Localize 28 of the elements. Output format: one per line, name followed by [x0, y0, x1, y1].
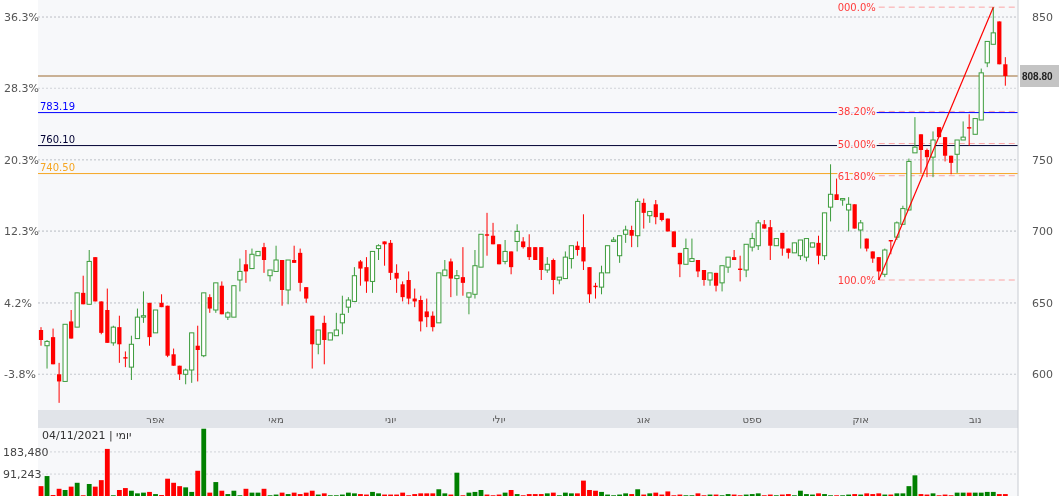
header: יומי | 04/11/2021 [42, 429, 132, 442]
y2-tick-label: 12.3% [4, 224, 39, 238]
ref-label: 760.10 [40, 133, 75, 145]
y2-tick-label: 4.2% [4, 297, 32, 311]
xtick: אוג [636, 414, 651, 425]
xtick: יולי [492, 414, 506, 425]
xtick: ספט [742, 414, 762, 425]
y-tick-label: 700 [1032, 225, 1053, 239]
ref-label: 740.50 [40, 161, 75, 173]
fib-label: 100.0% [837, 275, 876, 286]
xtick: נוב [968, 414, 982, 425]
y-tick-label: 750 [1032, 154, 1053, 167]
y-tick-label: 183,480 [3, 445, 49, 459]
ref-label: 783.19 [40, 100, 75, 112]
y2-tick-label: 20.3% [4, 153, 39, 167]
y2-tick-label: 28.3% [4, 82, 39, 96]
y-tick-label: 91,243 [3, 468, 42, 482]
fib-label: 000.0% [837, 2, 876, 14]
xtick: מאי [268, 414, 284, 425]
y2-tick-label: -3.8% [4, 368, 36, 382]
y2-tick-label: 36.3% [4, 10, 39, 24]
y-tick-label: 650 [1032, 296, 1053, 310]
fib-label: 61.80% [837, 170, 876, 182]
y-tick-label: 600 [1032, 368, 1053, 382]
xtick: יוני [385, 414, 397, 425]
xtick: אוק [852, 414, 869, 425]
xtick: אפר [146, 414, 165, 425]
y-tick-label: 850 [1032, 11, 1053, 25]
